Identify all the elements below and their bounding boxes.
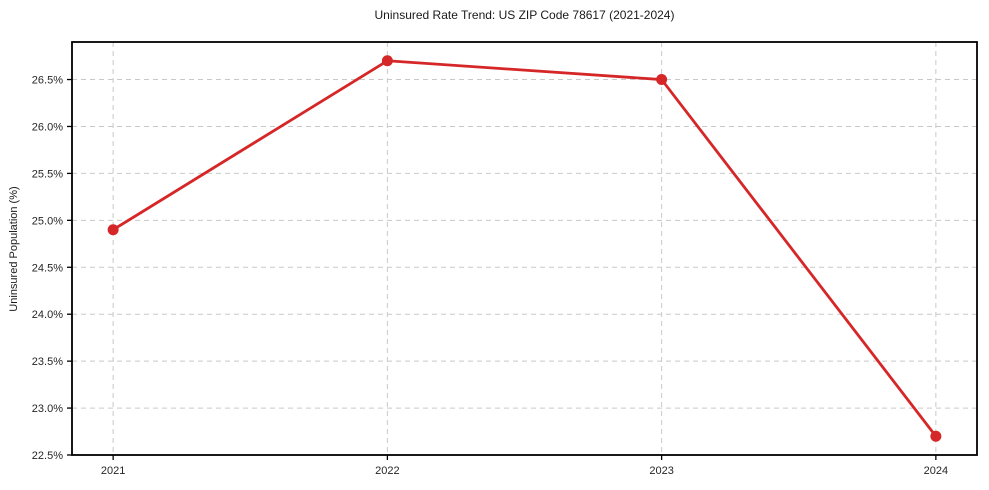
y-tick-label: 26.5% [32,75,63,87]
x-tick-label: 2022 [375,465,399,477]
y-tick-label: 25.0% [32,215,63,227]
data-point-2021 [107,224,119,236]
data-point-2023 [656,74,668,86]
x-tick-label: 2023 [649,465,673,477]
x-tick-label: 2024 [924,465,948,477]
y-tick-label: 25.5% [32,168,63,180]
y-tick-label: 23.0% [32,403,63,415]
y-tick-label: 26.0% [32,121,63,133]
y-tick-label: 22.5% [32,450,63,462]
plot-background [72,42,977,455]
data-point-2022 [381,55,393,67]
y-tick-label: 24.0% [32,309,63,321]
chart-title: Uninsured Rate Trend: US ZIP Code 78617 … [374,8,675,22]
trend-line [111,59,938,438]
axes-frame [71,41,978,456]
data-point-2024 [930,430,942,442]
y-tick-label: 23.5% [32,356,63,368]
x-tick-label: 2021 [101,465,125,477]
y-tick-label: 24.5% [32,262,63,274]
